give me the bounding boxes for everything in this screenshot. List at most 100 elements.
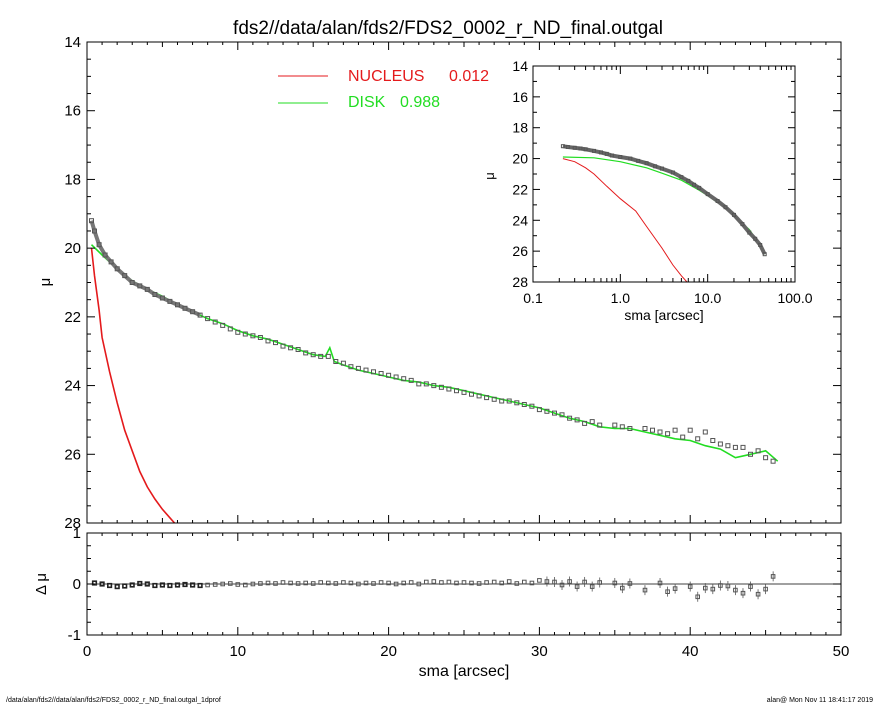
y-tick-label: 28 — [64, 515, 81, 532]
residual-point — [672, 586, 678, 591]
data-point — [363, 367, 369, 373]
residual-point — [469, 580, 474, 586]
data-point — [695, 436, 701, 442]
data-point — [763, 455, 769, 461]
residual-point — [137, 580, 143, 587]
data-point — [552, 410, 557, 416]
nucleus-series-line — [90, 248, 176, 524]
data-point — [122, 273, 128, 279]
residual-ylabel: Δ μ — [33, 573, 50, 595]
data-point — [340, 360, 346, 366]
x-tick-label: 10 — [229, 643, 246, 660]
residual-point — [363, 580, 369, 586]
residual-point — [763, 586, 768, 592]
residual-point — [567, 579, 572, 584]
residual-point — [129, 582, 135, 588]
residual-point — [612, 580, 618, 586]
main-yticklabels: 14 16 18 20 22 24 26 28 — [64, 34, 81, 532]
inset-data-point — [644, 161, 649, 166]
inset-data-point — [692, 182, 697, 187]
data-point — [438, 384, 444, 390]
inset-data-point — [740, 222, 745, 227]
residual-point — [408, 580, 414, 585]
data-point — [318, 353, 324, 359]
residual-point — [499, 580, 504, 586]
residual-point — [393, 581, 399, 587]
y-tick-label: 1 — [73, 525, 81, 542]
data-point — [280, 343, 286, 349]
residual-point — [725, 583, 731, 589]
residual-ticks — [86, 532, 842, 636]
inset-data-point — [609, 153, 614, 158]
residual-point — [703, 585, 708, 591]
inset-data-point — [560, 144, 565, 149]
inset-data-point — [670, 170, 675, 175]
inset-x-tick-label: 1.0 — [611, 290, 631, 306]
residual-point — [740, 590, 746, 596]
residual-point — [235, 582, 241, 587]
data-point — [242, 331, 248, 337]
data-point — [92, 228, 97, 234]
data-point — [770, 458, 776, 464]
data-point — [325, 353, 331, 359]
inset-data-point — [618, 155, 623, 159]
residual-point — [295, 581, 301, 586]
residual-point — [228, 581, 233, 586]
inset-data-point — [604, 151, 609, 156]
data-point — [235, 329, 241, 335]
inset-data-point — [660, 166, 664, 171]
data-point — [612, 422, 618, 428]
inset-data-point — [578, 146, 583, 151]
inset-data-point — [715, 199, 720, 203]
data-point — [416, 381, 422, 387]
residual-point — [152, 582, 158, 589]
data-point — [152, 292, 158, 297]
legend-disk-value: 0.988 — [400, 94, 440, 111]
data-point — [167, 298, 173, 304]
data-point — [755, 448, 761, 454]
data-point — [589, 419, 595, 425]
data-point — [521, 402, 527, 407]
data-point — [627, 426, 633, 431]
residual-point — [280, 580, 286, 585]
residual-point — [167, 582, 173, 589]
data-point — [499, 398, 505, 404]
residual-point — [559, 582, 565, 588]
data-point — [371, 369, 376, 375]
residual-point — [378, 580, 384, 585]
data-point — [717, 441, 723, 447]
residual-point — [748, 584, 753, 589]
inset-y-tick-label: 24 — [512, 212, 528, 228]
data-point — [619, 424, 625, 430]
inset-xlabel: sma [arcsec] — [624, 307, 703, 323]
inset-yticklabels: 14 16 18 20 22 24 26 28 — [512, 58, 528, 290]
residual-point — [439, 580, 444, 585]
residual-point — [627, 581, 633, 586]
footer-right: alan@ Mon Nov 11 18:41:17 2019 — [766, 697, 873, 704]
data-point — [89, 218, 94, 224]
residual-point — [303, 580, 308, 586]
residual-point — [159, 582, 166, 588]
x-tick-label: 30 — [531, 643, 548, 660]
data-point — [514, 400, 520, 406]
data-point — [355, 365, 361, 371]
inset-x-tick-label: 100.0 — [777, 290, 812, 306]
data-point — [190, 309, 196, 315]
residual-point — [446, 579, 452, 585]
legend-disk-label: DISK — [348, 94, 386, 111]
legend-nucleus-value: 0.012 — [449, 68, 489, 85]
inset-data-point — [636, 158, 641, 163]
residual-point — [552, 579, 557, 585]
residual-point — [107, 582, 113, 589]
residual-point — [99, 581, 105, 587]
main-ylabel: μ — [37, 278, 54, 287]
data-point — [265, 338, 271, 344]
data-point — [333, 359, 339, 364]
residual-xlabel: sma [arcsec] — [419, 663, 510, 680]
residual-point — [174, 582, 181, 588]
residual-point — [484, 580, 489, 585]
inset-y-tick-label: 28 — [512, 274, 528, 290]
residual-point — [348, 580, 354, 586]
data-point — [665, 431, 671, 437]
data-point — [469, 391, 474, 397]
